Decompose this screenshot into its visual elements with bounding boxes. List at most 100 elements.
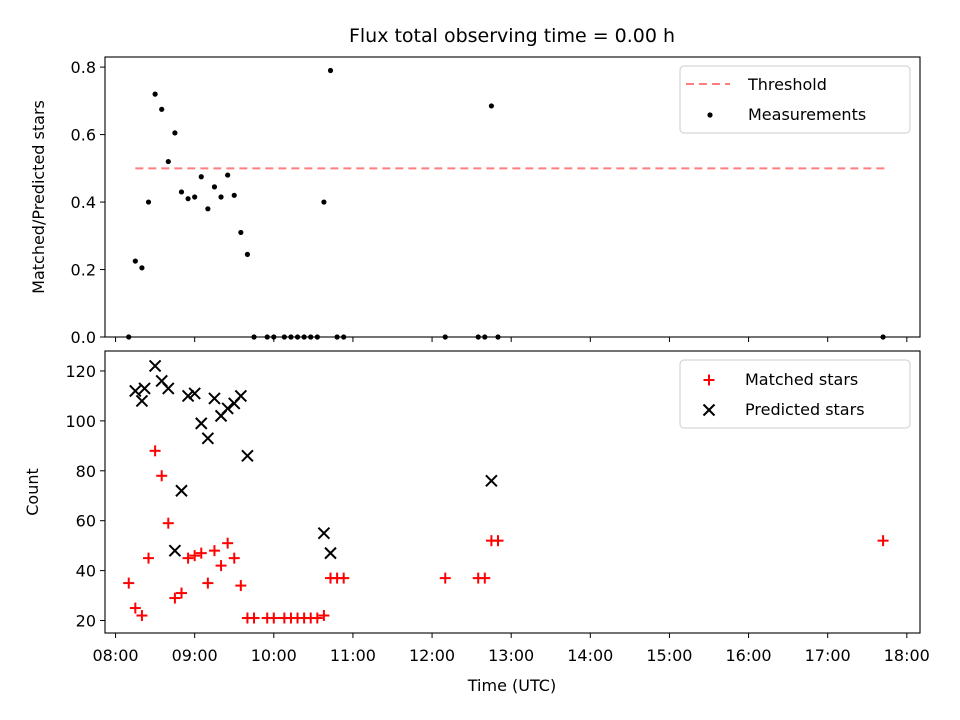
measurement-point [321, 199, 327, 205]
chart-title: Flux total observing time = 0.00 h [349, 25, 675, 47]
x-tick-label: 11:00 [330, 646, 376, 665]
predicted-star-point [195, 417, 208, 430]
measurement-point [132, 258, 138, 264]
x-tick-label: 16:00 [726, 646, 772, 665]
predicted-star-point [188, 387, 201, 400]
measurement-point [488, 103, 494, 109]
measurement-point [482, 334, 488, 340]
matched-star-point [129, 602, 141, 614]
measurement-point [880, 334, 886, 340]
predicted-star-point [317, 526, 331, 540]
measurement-point [244, 251, 251, 257]
x-tick-label: 15:00 [646, 646, 692, 665]
measurement-point [475, 334, 481, 340]
measurement-point [211, 184, 218, 190]
matched-star-point [149, 445, 161, 457]
matched-star-point [143, 552, 155, 564]
bottom-x-axis: 08:00 09:00 10:00 11:00 12:00 13:00 14:00 15:00… [92, 633, 930, 665]
x-tick-label: 08:00 [92, 646, 138, 665]
predicted-star-point [241, 449, 254, 463]
bottom-panel: 20 40 60 80 100 120 08:00 09:00 10:00 11:00 12:00… [23, 350, 930, 695]
predicted-star-point [208, 392, 221, 405]
matched-stars-points [123, 445, 889, 624]
top-panel: 0.00.20.40.60.8 Matched/Predicted stars … [29, 56, 921, 347]
predicted-star-point [485, 474, 498, 487]
matched-star-point [123, 577, 135, 589]
bottom-legend: Matched stars Predicted stars [679, 359, 911, 429]
x-tick-label: 17:00 [805, 646, 851, 665]
legend-predicted-swatch [702, 403, 716, 417]
measurement-point [159, 106, 165, 112]
matched-star-point [268, 612, 280, 624]
x-tick-label: 14:00 [567, 646, 613, 665]
matched-star-point [175, 587, 187, 599]
predicted-star-point [138, 382, 151, 395]
top-y-tick-label: 0.0 [71, 328, 96, 347]
matched-star-point [318, 610, 330, 622]
measurement-point [238, 229, 244, 236]
matched-star-point [156, 470, 168, 482]
measurement-point [294, 334, 301, 340]
matched-star-point [215, 560, 227, 572]
top-legend: Threshold Measurements [679, 65, 911, 134]
matched-star-point [235, 580, 247, 592]
legend-predicted-label: Predicted stars [745, 400, 865, 419]
measurement-point [205, 206, 211, 212]
predicted-star-point [324, 546, 337, 560]
measurement-point [288, 334, 294, 340]
measurement-point [139, 265, 145, 271]
bottom-y-axis-label: Count [23, 468, 42, 516]
matched-star-point [195, 547, 207, 559]
matched-star-point [311, 612, 323, 624]
matched-star-point [228, 552, 240, 564]
legend-measurements-label: Measurements [748, 105, 866, 124]
matched-star-point [182, 552, 194, 564]
measurement-point [218, 194, 224, 200]
matched-star-point [479, 572, 491, 584]
measurement-point [301, 334, 307, 340]
measurement-points [126, 67, 886, 340]
measurement-point [165, 158, 171, 165]
measurement-point [152, 91, 158, 97]
top-y-tick-label: 0.2 [71, 261, 96, 280]
predicted-star-point [221, 402, 234, 415]
x-axis-label: Time (UTC) [467, 676, 556, 695]
measurement-point [314, 334, 320, 340]
predicted-star-point [129, 384, 142, 398]
bottom-y-axis: 20 40 60 80 100 120 [65, 362, 105, 631]
measurement-point [231, 192, 237, 198]
bottom-y-tick-label: 20 [76, 612, 96, 631]
matched-star-point [202, 577, 214, 589]
predicted-star-point [175, 484, 188, 497]
matched-star-point [222, 537, 234, 549]
legend-matched-label: Matched stars [745, 370, 858, 389]
bottom-y-tick-label: 100 [65, 412, 96, 431]
measurement-point [251, 334, 257, 340]
predicted-star-point [168, 544, 182, 557]
top-y-tick-label: 0.8 [71, 58, 96, 77]
x-tick-label: 10:00 [251, 646, 297, 665]
measurement-point [145, 199, 152, 205]
measurement-point [271, 334, 277, 340]
measurement-point [442, 334, 448, 340]
bottom-y-tick-label: 60 [76, 512, 96, 531]
predicted-star-point [234, 389, 248, 403]
top-y-tick-label: 0.6 [71, 126, 96, 145]
matched-star-point [189, 550, 201, 562]
measurement-point [327, 67, 334, 74]
bottom-legend-box [679, 359, 911, 429]
measurement-point [308, 334, 314, 340]
matched-star-point [208, 545, 220, 557]
top-x-ticks [115, 337, 908, 342]
legend-predicted-marker [702, 403, 716, 417]
predicted-stars-points [129, 359, 498, 560]
measurement-point [334, 334, 340, 340]
top-y-axis-label: Matched/Predicted stars [29, 100, 48, 294]
legend-matched-swatch [703, 374, 715, 386]
measurement-point [495, 334, 501, 340]
measurement-point [192, 194, 198, 200]
x-tick-label: 18:00 [884, 646, 930, 665]
measurement-point [264, 334, 270, 340]
x-tick-label: 09:00 [172, 646, 218, 665]
